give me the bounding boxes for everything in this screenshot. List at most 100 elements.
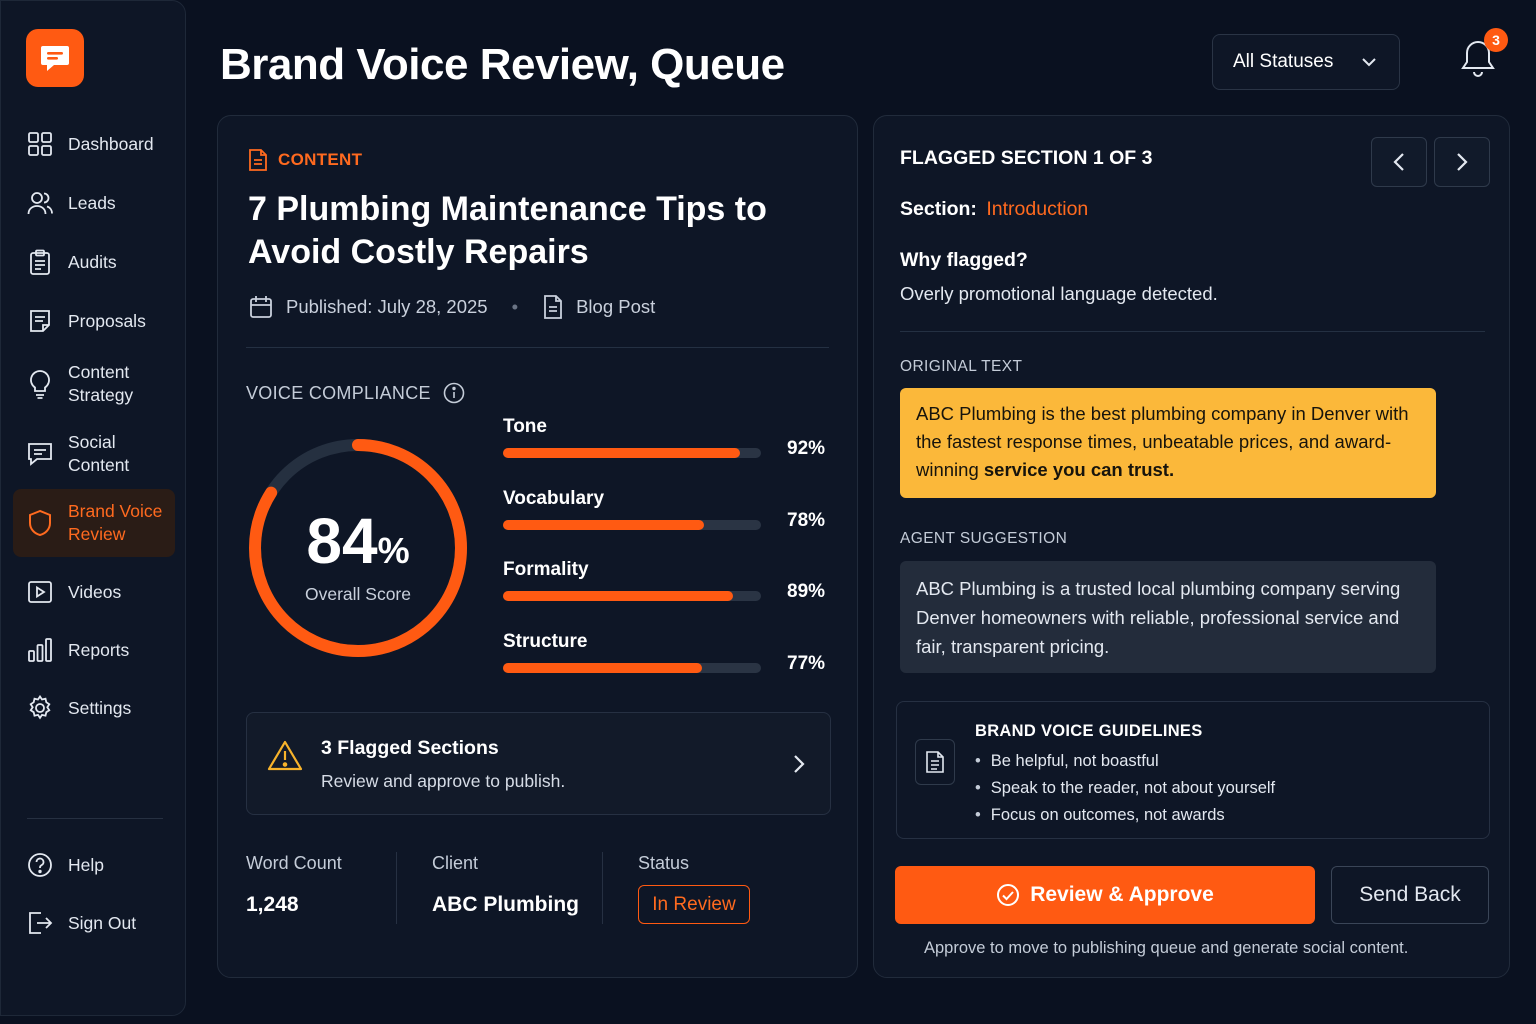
metric-fill bbox=[503, 591, 733, 601]
sidebar-item-label: Videos bbox=[68, 581, 122, 602]
agent-suggestion-label: AGENT SUGGESTION bbox=[900, 530, 1068, 547]
section-info: Section: Introduction bbox=[900, 198, 1088, 221]
sidebar-item-label: Social Content bbox=[68, 432, 130, 475]
sidebar-item-sign-out[interactable]: Sign Out bbox=[13, 908, 175, 938]
sidebar-item-leads[interactable]: Leads bbox=[13, 188, 175, 218]
review-approve-label: Review & Approve bbox=[1030, 883, 1214, 906]
play-icon bbox=[28, 581, 52, 603]
metric-name: Structure bbox=[503, 631, 588, 652]
sidebar-item-settings[interactable]: Settings bbox=[13, 693, 175, 723]
status-filter-dropdown[interactable]: All Statuses bbox=[1212, 34, 1400, 90]
document-icon bbox=[544, 295, 562, 319]
metric-track bbox=[503, 591, 761, 601]
metric-fill bbox=[503, 448, 741, 458]
review-approve-button[interactable]: Review & Approve bbox=[895, 866, 1315, 924]
clipboard-icon bbox=[30, 249, 50, 275]
guideline-item: Focus on outcomes, not awards bbox=[975, 802, 1275, 829]
stat-divider bbox=[396, 852, 397, 924]
users-icon bbox=[27, 192, 53, 215]
agent-suggestion-box: ABC Plumbing is a trusted local plumbing… bbox=[900, 561, 1436, 673]
voice-compliance-label: VOICE COMPLIANCE bbox=[246, 382, 431, 403]
document-icon bbox=[30, 310, 50, 332]
overall-score-caption: Overall Score bbox=[304, 584, 411, 604]
original-text-box: ABC Plumbing is the best plumbing compan… bbox=[900, 388, 1436, 498]
flagged-sections-card[interactable]: 3 Flagged Sections Review and approve to… bbox=[246, 712, 831, 815]
metric-vocabulary: Vocabulary 78% bbox=[503, 488, 833, 531]
check-circle-icon bbox=[997, 884, 1020, 906]
warning-icon bbox=[267, 740, 303, 771]
previous-section-button[interactable] bbox=[1371, 137, 1427, 187]
guidelines-list: Be helpful, not boastful Speak to the re… bbox=[975, 748, 1275, 829]
sidebar-item-videos[interactable]: Videos bbox=[13, 577, 175, 607]
overall-score-donut bbox=[249, 439, 467, 657]
app-logo[interactable] bbox=[26, 29, 84, 87]
document-icon bbox=[926, 751, 944, 773]
guidelines-icon-frame bbox=[915, 739, 955, 785]
sidebar-item-reports[interactable]: Reports bbox=[13, 635, 175, 665]
sidebar-item-label: Help bbox=[68, 854, 104, 875]
sidebar-item-content-strategy[interactable]: Content Strategy bbox=[13, 359, 175, 409]
next-section-button[interactable] bbox=[1434, 137, 1490, 187]
guidelines-title: BRAND VOICE GUIDELINES bbox=[975, 722, 1203, 740]
word-count-value: 1,248 bbox=[246, 893, 299, 916]
metric-value: 92% bbox=[787, 438, 826, 459]
calendar-icon bbox=[250, 296, 272, 318]
metric-formality: Formality 89% bbox=[503, 559, 833, 602]
sidebar-item-label: Sign Out bbox=[68, 912, 137, 933]
sidebar-item-label: Leads bbox=[68, 192, 116, 213]
article-title: 7 Plumbing Maintenance Tips to Avoid Cos… bbox=[248, 190, 767, 271]
help-icon bbox=[28, 853, 52, 877]
client-label: Client bbox=[432, 853, 479, 873]
divider bbox=[246, 347, 829, 348]
content-tag-label: CONTENT bbox=[278, 150, 363, 169]
sidebar-item-dashboard[interactable]: Dashboard bbox=[13, 129, 175, 159]
message-icon bbox=[28, 443, 52, 466]
sidebar-item-brand-voice-review[interactable]: Brand Voice Review bbox=[13, 489, 175, 557]
sidebar-item-proposals[interactable]: Proposals bbox=[13, 306, 175, 336]
original-text: ABC Plumbing is the best plumbing compan… bbox=[916, 403, 1409, 480]
sidebar-item-label: Settings bbox=[68, 697, 132, 718]
sidebar-item-label: Proposals bbox=[68, 310, 146, 331]
metric-structure: Structure 77% bbox=[503, 631, 833, 674]
metric-track bbox=[503, 448, 761, 458]
content-card: CONTENT 7 Plumbing Maintenance Tips to A… bbox=[217, 115, 858, 978]
notification-badge: 3 bbox=[1484, 28, 1508, 52]
brand-voice-guidelines: BRAND VOICE GUIDELINES Be helpful, not b… bbox=[896, 701, 1490, 839]
sidebar-item-label: Audits bbox=[68, 251, 117, 272]
sidebar-item-help[interactable]: Help bbox=[13, 850, 175, 880]
chevron-right-icon bbox=[794, 755, 805, 773]
sidebar: Dashboard Leads Audits Proposals Content… bbox=[0, 0, 186, 1016]
sidebar-item-label: Content Strategy bbox=[68, 362, 134, 405]
metric-fill bbox=[503, 663, 702, 673]
overall-score-unit: % bbox=[377, 530, 410, 571]
metric-track bbox=[503, 663, 761, 673]
content-type: Blog Post bbox=[576, 296, 656, 317]
sidebar-item-social-content[interactable]: Social Content bbox=[13, 429, 175, 479]
sidebar-item-audits[interactable]: Audits bbox=[13, 247, 175, 277]
status-badge: In Review bbox=[638, 885, 750, 924]
flagged-section-heading: FLAGGED SECTION 1 OF 3 bbox=[900, 147, 1153, 169]
metric-name: Vocabulary bbox=[503, 488, 605, 509]
why-flagged-label: Why flagged? bbox=[900, 249, 1028, 271]
flagged-sections-title: 3 Flagged Sections bbox=[321, 737, 499, 759]
word-count-label: Word Count bbox=[246, 853, 342, 873]
agent-suggestion-text: ABC Plumbing is a trusted local plumbing… bbox=[916, 578, 1401, 657]
metric-track bbox=[503, 520, 761, 530]
voice-compliance-heading: VOICE COMPLIANCE bbox=[246, 382, 465, 404]
page-title: Brand Voice Review, Queue bbox=[220, 40, 785, 89]
published-date: Published: July 28, 2025 bbox=[286, 296, 488, 317]
original-text-label: ORIGINAL TEXT bbox=[900, 358, 1023, 375]
document-icon bbox=[249, 149, 267, 171]
guideline-item: Be helpful, not boastful bbox=[975, 748, 1275, 775]
send-back-button[interactable]: Send Back bbox=[1331, 866, 1489, 924]
overall-score: 84% bbox=[246, 504, 470, 578]
sign-out-icon bbox=[29, 912, 53, 934]
grid-icon bbox=[28, 132, 52, 156]
bar-chart-icon bbox=[28, 638, 52, 662]
chevron-right-icon bbox=[1457, 153, 1468, 171]
sidebar-item-label: Dashboard bbox=[68, 133, 154, 154]
chat-bubble-icon bbox=[41, 46, 69, 71]
info-icon[interactable] bbox=[443, 382, 465, 404]
approve-footnote: Approve to move to publishing queue and … bbox=[924, 939, 1409, 957]
metric-tone: Tone 92% bbox=[503, 416, 833, 459]
